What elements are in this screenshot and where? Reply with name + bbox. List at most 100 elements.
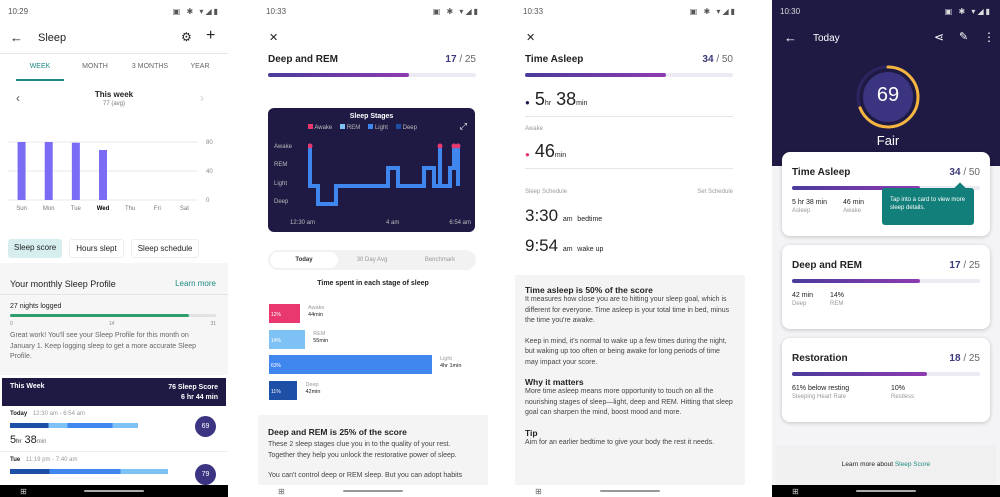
- score-ring: [856, 65, 920, 129]
- night-row-today[interactable]: Today 12:30 am - 6:54 am 5hr 38min 69: [0, 406, 228, 452]
- close-icon[interactable]: ✕: [269, 32, 279, 44]
- night-range: 11:19 pm - 7:40 am: [25, 457, 78, 463]
- system-nav-bar: ⊞: [0, 485, 228, 497]
- week-score: 76 Sleep Score 6 hr 44 min: [168, 383, 218, 403]
- stage-row-rem: 14% REM 55min: [269, 329, 479, 349]
- info-heading: Time asleep is 50% of the score: [525, 285, 653, 295]
- card-title: Deep and REM: [792, 260, 863, 271]
- system-nav-bar: ⊞: [258, 485, 488, 497]
- divider: [525, 116, 733, 117]
- grid-icon[interactable]: ⊞: [278, 487, 285, 496]
- x-label: 12:30 am: [290, 220, 316, 226]
- chip-hours-slept[interactable]: Hours slept: [69, 239, 124, 258]
- x-tick-label: Tue: [71, 206, 82, 212]
- set-schedule-link[interactable]: Set Schedule: [697, 189, 733, 195]
- sleep-stages-chart: Sleep Stages Awake REM Light Deep ⤢ Awak…: [268, 108, 475, 232]
- card-progress: [792, 372, 980, 376]
- edit-pencil-icon[interactable]: ✎: [959, 31, 969, 43]
- x-label: 6:54 am: [449, 220, 471, 226]
- onboarding-tooltip[interactable]: Tap into a card to view more sleep detai…: [882, 182, 974, 225]
- night-row-tue[interactable]: Tue 11:19 pm - 7:40 am 79: [0, 452, 228, 488]
- gear-icon[interactable]: ⚙: [181, 30, 192, 44]
- tab-month[interactable]: MONTH: [82, 63, 108, 70]
- status-icons: ▣ ✱ ▾◢▮: [944, 7, 992, 16]
- night-duration: 5hr 38min: [10, 434, 47, 446]
- stage-bar: 63%: [269, 355, 432, 374]
- card-score: 34 / 50: [949, 167, 980, 178]
- legend-deep: Deep: [395, 124, 417, 131]
- next-week-chevron-icon[interactable]: ›: [200, 91, 204, 105]
- tab-3-months[interactable]: 3 MONTHS: [131, 63, 169, 70]
- period-label: This week: [94, 90, 134, 99]
- period-average: 77 (avg): [102, 101, 125, 107]
- back-arrow-icon[interactable]: ←: [10, 30, 23, 45]
- range-segmented-control: Today 30 Day Avg Benchmark: [268, 250, 476, 270]
- info-text: Aim for an earlier bedtime to give your …: [525, 438, 715, 446]
- plus-icon[interactable]: +: [206, 27, 216, 44]
- week-sleep-score: 76 Sleep Score: [168, 384, 218, 391]
- info-title: Deep and REM is 25% of the score: [268, 427, 407, 437]
- page-title: Sleep: [38, 32, 67, 44]
- segment-30-day-avg[interactable]: 30 Day Avg: [356, 257, 388, 263]
- sleep-schedule-label: Sleep Schedule: [525, 189, 568, 195]
- tab-week[interactable]: WEEK: [16, 63, 64, 81]
- grid-icon[interactable]: ⊞: [20, 487, 27, 496]
- tab-year[interactable]: YEAR: [190, 63, 210, 70]
- period-tabs: WEEK MONTH 3 MONTHS YEAR: [0, 63, 228, 81]
- back-arrow-icon[interactable]: ←: [784, 30, 797, 45]
- segment-benchmark[interactable]: Benchmark: [424, 257, 456, 263]
- tick: 0: [10, 321, 13, 327]
- card-score: 18 / 25: [949, 353, 980, 364]
- stage-label: Deep 42min: [305, 381, 321, 395]
- stage-bar: 12%: [269, 304, 301, 323]
- status-time: 10:30: [780, 7, 801, 16]
- night-score-badge: 69: [195, 416, 216, 437]
- system-nav-bar: ⊞: [772, 485, 1000, 497]
- status-time: 10:29: [8, 7, 29, 16]
- learn-more-link[interactable]: Learn more: [175, 279, 216, 288]
- home-handle[interactable]: [343, 490, 403, 492]
- footer-learn-more: Learn more about Sleep Score: [776, 445, 996, 485]
- segment-today[interactable]: Today: [270, 252, 338, 268]
- card-stat: 5 hr 38 min Asleep: [792, 199, 828, 214]
- share-icon[interactable]: ⋖: [934, 30, 945, 44]
- home-handle[interactable]: [600, 490, 660, 492]
- status-icons: ▣ ✱ ▾◢▮: [689, 7, 737, 16]
- asleep-duration: ● 5hr 38min: [525, 89, 588, 109]
- grid-icon[interactable]: ⊞: [535, 487, 542, 496]
- y-label: Light: [274, 181, 288, 187]
- status-time: 10:33: [266, 7, 287, 16]
- status-icons: ▣ ✱ ▾◢▮: [172, 7, 220, 16]
- prev-week-chevron-icon[interactable]: ‹: [16, 91, 20, 105]
- y-label: Awake: [274, 144, 292, 150]
- chip-sleep-schedule[interactable]: Sleep schedule: [130, 239, 200, 258]
- grid-icon[interactable]: ⊞: [792, 487, 799, 496]
- time-asleep-detail-screen: 10:33 ▣ ✱ ▾◢▮ ✕ Time Asleep 34 / 50 ● 5hr…: [515, 0, 745, 497]
- card-stat: 42 min Deep: [792, 292, 814, 307]
- home-handle[interactable]: [856, 490, 916, 492]
- divider: [0, 53, 228, 54]
- night-day: Tue: [10, 457, 21, 463]
- x-tick-label: Sat: [180, 206, 189, 212]
- info-text: It measures how close you are to hitting…: [525, 296, 730, 324]
- status-bar: 10:33 ▣ ✱ ▾◢▮: [523, 7, 737, 16]
- more-vert-icon[interactable]: ⋮: [983, 30, 995, 44]
- night-score-badge: 79: [195, 464, 216, 485]
- night-day: Today: [10, 411, 28, 417]
- home-handle[interactable]: [84, 490, 144, 492]
- sleep-score-link[interactable]: Sleep Score: [894, 461, 931, 468]
- close-icon[interactable]: ✕: [526, 32, 536, 44]
- deep-rem-detail-screen: 10:33 ▣ ✱ ▾◢▮ ✕ Deep and REM 17 / 25 Slee…: [258, 0, 488, 497]
- y-label: REM: [274, 162, 288, 168]
- tooltip-text: Tap into a card to view more sleep detai…: [890, 197, 966, 211]
- page-title: Today: [813, 33, 840, 44]
- card-deep-and-rem[interactable]: Deep and REM 17 / 25 42 min Deep 14% REM: [782, 245, 990, 329]
- status-time: 10:33: [523, 7, 544, 16]
- status-bar: 10:33 ▣ ✱ ▾◢▮: [266, 7, 480, 16]
- divider: [525, 168, 733, 169]
- expand-icon[interactable]: ⤢: [459, 121, 467, 131]
- card-restoration[interactable]: Restoration 18 / 25 61% below resting Sle…: [782, 338, 990, 422]
- y-tick-label: 0: [206, 198, 210, 204]
- stage-row-awake: 12% Awake 44min: [269, 304, 479, 323]
- chip-sleep-score[interactable]: Sleep score: [8, 239, 63, 258]
